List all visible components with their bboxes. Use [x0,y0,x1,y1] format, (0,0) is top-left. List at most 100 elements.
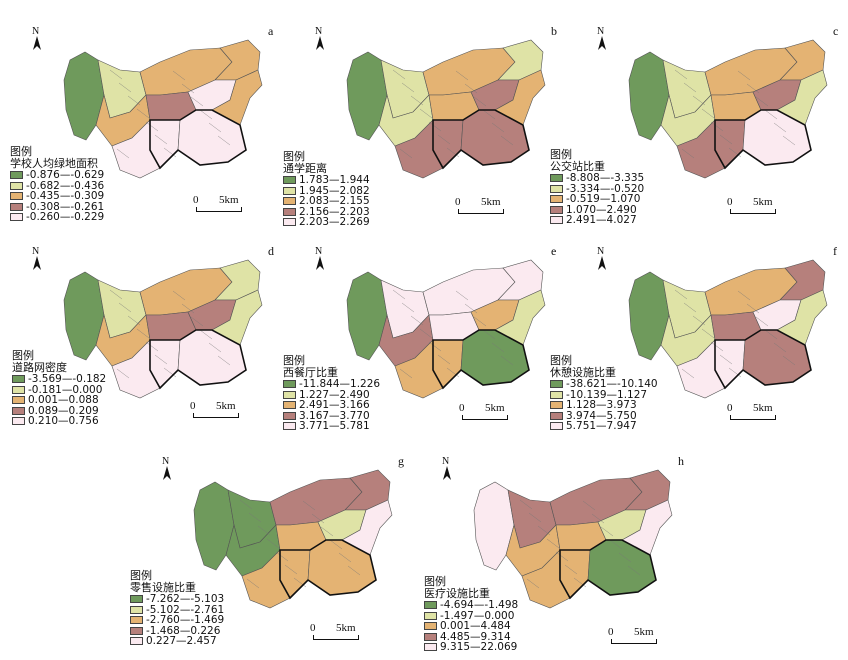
legend-swatch [424,611,437,620]
legend-item: 1.945—2.082 [283,185,370,197]
legend-label: 5.751—7.947 [566,420,637,432]
subdistrict-boundary [136,328,150,339]
scale-bar: 0 5km [193,194,263,214]
legend-swatch [10,192,23,201]
legend-item: -3.569—-0.182 [12,374,106,385]
core-district-outline [149,109,247,170]
subdistrict-boundary [446,147,460,158]
legend-item: -0.260—-0.229 [10,212,104,223]
subdistrict-boundary [127,95,141,106]
legend-swatch [424,632,437,641]
legend-item: 2.491—4.027 [550,215,644,226]
scale-bar: 0 5km [310,622,380,642]
legend-swatch [424,601,437,610]
legend-label: 1.783—1.944 [299,174,370,186]
subdistrict-boundary [710,341,724,352]
map-region [211,69,263,126]
subdistrict-boundary [145,341,159,352]
legend-title: 图例 [550,354,572,367]
legend-item: -38.621—-10.140 [550,379,658,390]
legend: 图例 西餐厅比重 -11.844—1.226 1.227—2.490 2.491—3.1… [283,355,380,432]
scale-zero: 0 [310,622,316,634]
legend-item: -2.760—-1.469 [130,615,224,626]
legend-swatch [283,218,296,227]
subdistrict-boundary [692,95,706,106]
legend-label: -0.308—-0.261 [26,200,105,213]
legend-item: 1.070—2.490 [550,204,644,216]
legend-variable: 医疗设施比重 [424,587,490,600]
legend-variable: 西餐厅比重 [283,366,338,379]
scale-zero: 0 [608,626,614,638]
scale-distance: 5km [219,194,239,206]
legend-label: 3.771—5.781 [299,420,370,432]
subdistrict-boundary [746,83,760,94]
subdistrict-boundary [190,316,204,327]
subdistrict-boundary [145,121,159,132]
legend-item: 9.315—22.069 [424,642,518,653]
legend-item: -1.497—0.000 [424,610,518,622]
scale-zero: 0 [455,196,461,208]
subdistrict-boundary [127,315,141,326]
subdistrict-boundary [627,565,641,576]
district-map-a [63,39,263,179]
panel-letter: e [551,244,557,258]
legend-swatch [283,176,296,185]
legend-swatch [550,411,563,420]
legend-swatch [130,626,143,635]
legend-label: 1.227—2.490 [299,388,370,401]
subdistrict-boundary [482,329,496,340]
legend-label: 4.485—9.314 [440,630,511,643]
legend-variable: 零售设施比重 [130,581,196,594]
district-map-h [473,469,673,609]
subdistrict-boundary [392,69,406,80]
legend-label: -10.139—1.127 [566,388,648,401]
legend-label: 2.491—3.166 [299,399,370,411]
legend-item: -10.139—1.127 [550,388,658,401]
subdistrict-boundary [519,499,533,510]
north-arrow-icon: N [160,456,176,480]
legend-swatch [12,396,25,405]
subdistrict-boundary [437,134,451,145]
legend-item: -0.308—-0.261 [10,200,105,213]
subdistrict-boundary [248,512,262,523]
legend-label: 0.001—0.088 [28,394,99,406]
subdistrict-boundary [118,302,132,313]
legend-label: -5.102—-2.761 [146,603,225,616]
legend-swatch [130,637,143,646]
subdistrict-boundary [172,70,186,81]
legend-label: 2.083—2.155 [299,195,370,207]
legend-swatch [12,406,25,415]
legend-variable: 道路网密度 [12,361,67,374]
subdistrict-boundary [746,303,760,314]
legend-item: 1.128—3.973 [550,400,658,411]
legend-item: 2.203—2.269 [283,217,370,228]
legend-swatch [283,401,296,410]
subdistrict-boundary [401,82,415,93]
scale-bar-line [611,639,657,644]
core-district-outline [714,109,812,170]
scale-distance: 5km [481,196,501,208]
subdistrict-boundary [284,564,298,575]
legend-label: 0.210—0.756 [28,415,99,427]
panel-letter: a [268,24,274,38]
legend-item: 0.001—4.484 [424,621,518,632]
legend-swatch [130,595,143,604]
legend-item: 0.089—0.209 [12,405,106,417]
subdistrict-boundary [154,354,168,365]
subdistrict-boundary [618,552,632,563]
legend-label: -0.519—1.070 [566,193,641,205]
subdistrict-boundary [199,109,213,120]
subdistrict-boundary [293,577,307,588]
legend-label: 2.203—2.269 [299,216,370,228]
subdistrict-boundary [163,147,177,158]
legend-swatch [12,417,25,426]
subdistrict-boundary [116,368,130,379]
core-district-outline [432,109,530,170]
legend-item: -5.102—-2.761 [130,603,225,616]
legend-swatch [283,411,296,420]
subdistrict-boundary [555,551,569,562]
subdistrict-boundary [399,148,413,159]
legend-item: 0.210—0.756 [12,416,106,427]
scale-zero: 0 [727,402,733,414]
subdistrict-boundary [199,329,213,340]
